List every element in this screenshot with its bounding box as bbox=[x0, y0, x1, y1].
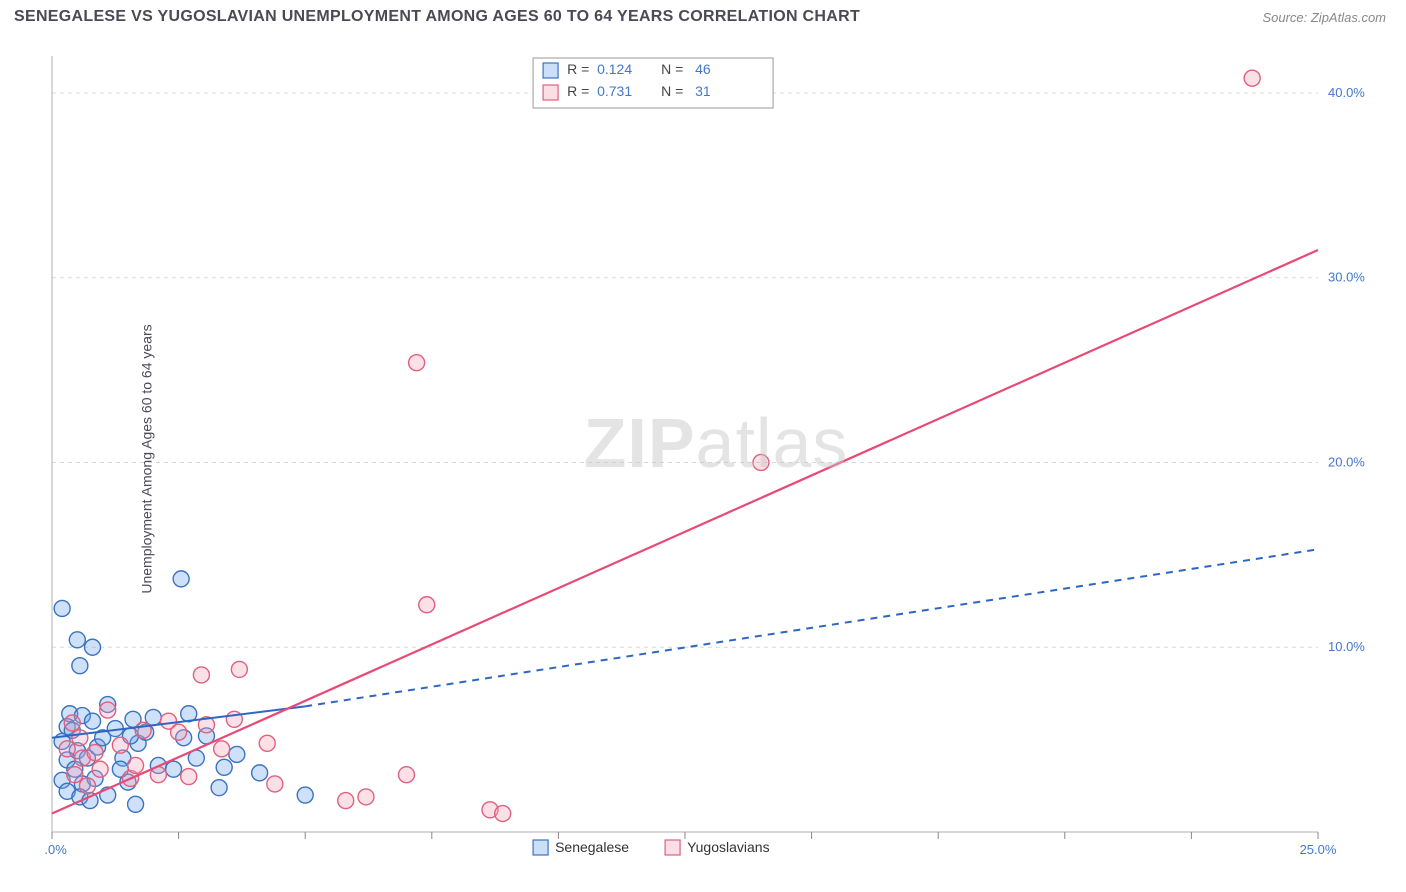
data-point bbox=[85, 713, 101, 729]
stats-r-label: R = bbox=[567, 61, 589, 77]
data-point bbox=[419, 597, 435, 613]
data-point bbox=[193, 667, 209, 683]
data-point bbox=[166, 761, 182, 777]
y-tick-label: 40.0% bbox=[1328, 85, 1365, 100]
data-point bbox=[92, 761, 108, 777]
data-point bbox=[69, 632, 85, 648]
data-point bbox=[67, 767, 83, 783]
data-point bbox=[72, 658, 88, 674]
data-point bbox=[112, 737, 128, 753]
data-point bbox=[85, 639, 101, 655]
data-point bbox=[259, 735, 275, 751]
stats-n-value: 31 bbox=[695, 83, 711, 99]
stats-n-value: 46 bbox=[695, 61, 711, 77]
data-point bbox=[495, 806, 511, 822]
stats-n-label: N = bbox=[661, 61, 683, 77]
stats-n-label: N = bbox=[661, 83, 683, 99]
data-point bbox=[211, 780, 227, 796]
data-point bbox=[128, 757, 144, 773]
x-tick-label: 25.0% bbox=[1300, 842, 1337, 857]
trend-line-extrapolation bbox=[305, 549, 1318, 706]
data-point bbox=[267, 776, 283, 792]
legend-swatch bbox=[665, 840, 680, 855]
data-point bbox=[128, 796, 144, 812]
data-point bbox=[753, 454, 769, 470]
stats-r-value: 0.124 bbox=[597, 61, 632, 77]
data-point bbox=[216, 759, 232, 775]
data-point bbox=[79, 778, 95, 794]
data-point bbox=[54, 600, 70, 616]
stats-swatch bbox=[543, 63, 558, 78]
data-point bbox=[100, 702, 116, 718]
data-point bbox=[297, 787, 313, 803]
data-point bbox=[1244, 70, 1260, 86]
scatter-plot: 10.0% 20.0% 30.0% 40.0% 0.0% 25.0% R = 0.124 N =… bbox=[44, 50, 1388, 868]
data-point bbox=[171, 724, 187, 740]
x-tick-label: 0.0% bbox=[44, 842, 67, 857]
data-point bbox=[173, 571, 189, 587]
stats-r-label: R = bbox=[567, 83, 589, 99]
y-tick-label: 20.0% bbox=[1328, 454, 1365, 469]
data-point bbox=[409, 355, 425, 371]
legend-swatch bbox=[533, 840, 548, 855]
stats-r-value: 0.731 bbox=[597, 83, 632, 99]
source-credit: Source: ZipAtlas.com bbox=[1262, 10, 1386, 25]
y-axis-label: Unemployment Among Ages 60 to 64 years bbox=[139, 324, 155, 593]
data-point bbox=[398, 767, 414, 783]
y-tick-label: 30.0% bbox=[1328, 270, 1365, 285]
data-point bbox=[338, 793, 354, 809]
y-tick-label: 10.0% bbox=[1328, 639, 1365, 654]
data-point bbox=[229, 746, 245, 762]
data-point bbox=[231, 661, 247, 677]
trend-line bbox=[52, 250, 1318, 814]
data-point bbox=[87, 745, 103, 761]
chart-title: SENEGALESE VS YUGOSLAVIAN UNEMPLOYMENT A… bbox=[14, 8, 860, 26]
data-point bbox=[59, 741, 75, 757]
data-point bbox=[252, 765, 268, 781]
data-point bbox=[64, 715, 80, 731]
stats-swatch bbox=[543, 85, 558, 100]
data-point bbox=[358, 789, 374, 805]
data-point bbox=[214, 741, 230, 757]
data-point bbox=[72, 730, 88, 746]
data-point bbox=[181, 769, 197, 785]
chart-area: Unemployment Among Ages 60 to 64 years Z… bbox=[44, 50, 1388, 868]
legend-label: Yugoslavians bbox=[687, 839, 770, 855]
legend-label: Senegalese bbox=[555, 839, 629, 855]
